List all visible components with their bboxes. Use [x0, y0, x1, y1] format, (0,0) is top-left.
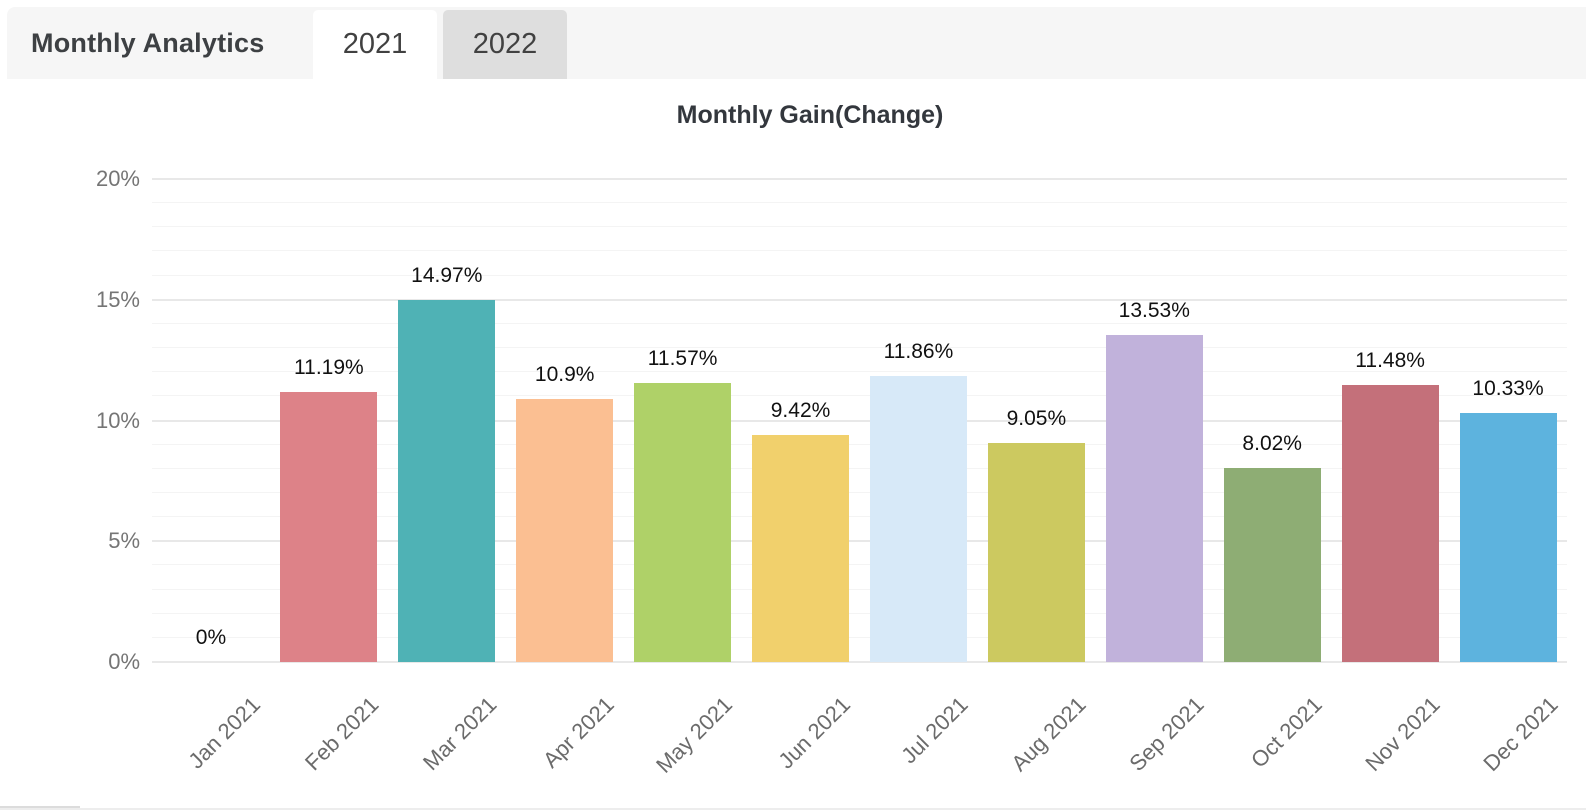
gridline-minor: [152, 636, 1567, 638]
x-tick-label: Oct 2021: [1245, 691, 1327, 773]
gridline-minor: [152, 612, 1567, 614]
gridline-major: [152, 419, 1567, 422]
bar-sep-2021[interactable]: [1105, 335, 1203, 662]
page-title: Monthly Analytics: [31, 28, 265, 58]
x-tick-label: Feb 2021: [299, 691, 384, 776]
x-tick-label: Dec 2021: [1478, 691, 1563, 777]
gridline-minor: [152, 347, 1567, 349]
y-tick-label: 5%: [108, 528, 140, 554]
bar-may-2021[interactable]: [634, 382, 732, 662]
bar-value-label: 10.33%: [1472, 376, 1544, 400]
header-bar: Monthly Analytics: [7, 7, 1586, 79]
tab-year-2021[interactable]: 2021: [313, 10, 437, 79]
chart-title: Monthly Gain(Change): [676, 101, 944, 129]
gridline-minor: [152, 467, 1567, 469]
bar-chart-plot-area: 0% 11.19% 14.97% 10.9% 11.57% 9.42% 11.86% 9.05…: [152, 178, 1567, 663]
x-tick-label: Jan 2021: [183, 691, 266, 774]
bar-jun-2021[interactable]: [752, 434, 850, 662]
bar-dec-2021[interactable]: [1459, 412, 1557, 662]
gridline-minor: [152, 226, 1567, 228]
gridline-major: [152, 540, 1567, 543]
bar-value-label: 9.42%: [770, 398, 831, 422]
gridline-minor: [152, 371, 1567, 373]
bar-mar-2021[interactable]: [398, 300, 496, 662]
bar-aug-2021[interactable]: [987, 443, 1085, 662]
x-tick-label: Mar 2021: [417, 691, 502, 776]
bar-feb-2021[interactable]: [280, 391, 378, 662]
y-tick-label: 20%: [95, 166, 140, 191]
y-tick-label: 15%: [95, 286, 140, 312]
bar-value-label: 14.97%: [411, 264, 483, 288]
x-tick-label: Aug 2021: [1006, 691, 1091, 777]
y-tick-label: 10%: [95, 407, 140, 433]
gridline-major: [152, 298, 1567, 301]
bar-value-label: 11.19%: [294, 355, 364, 379]
x-tick-label: May 2021: [651, 691, 738, 778]
bar-jul-2021[interactable]: [869, 375, 967, 662]
bar-value-label: 0%: [195, 626, 227, 649]
bar-oct-2021[interactable]: [1223, 468, 1321, 662]
gridline-minor: [152, 250, 1567, 252]
x-tick-label: Jun 2021: [773, 691, 856, 774]
bar-value-label: 8.02%: [1242, 432, 1302, 456]
bar-value-label: 11.86%: [883, 339, 954, 363]
y-tick-label: 0%: [108, 649, 140, 674]
bar-nov-2021[interactable]: [1341, 384, 1439, 662]
gridline-minor: [152, 564, 1567, 566]
bar-value-label: 11.57%: [647, 346, 718, 370]
bar-value-label: 9.05%: [1006, 407, 1067, 431]
tab-year-2022[interactable]: 2022: [443, 10, 567, 79]
gridline-minor: [152, 202, 1567, 204]
bar-apr-2021[interactable]: [516, 398, 614, 662]
bottom-divider: [0, 808, 1586, 810]
gridline-minor: [152, 274, 1567, 276]
bar-value-label: 10.9%: [534, 362, 595, 386]
gridline-minor: [152, 516, 1567, 518]
x-tick-label: Apr 2021: [538, 691, 620, 773]
gridline-major: [152, 178, 1567, 180]
gridline-minor: [152, 443, 1567, 445]
x-tick-label: Sep 2021: [1124, 691, 1209, 777]
gridline-minor: [152, 395, 1567, 397]
bar-value-label: 13.53%: [1118, 299, 1190, 323]
x-tick-label: Nov 2021: [1360, 691, 1445, 777]
gridline-minor: [152, 491, 1567, 493]
x-tick-label: Jul 2021: [896, 691, 973, 769]
gridline-major: [152, 661, 1567, 663]
gridline-minor: [152, 588, 1567, 590]
gridline-minor: [152, 322, 1567, 324]
bar-value-label: 11.48%: [1355, 348, 1425, 372]
y-axis-tick-labels: 0% 5% 10% 15% 20%: [0, 166, 140, 674]
